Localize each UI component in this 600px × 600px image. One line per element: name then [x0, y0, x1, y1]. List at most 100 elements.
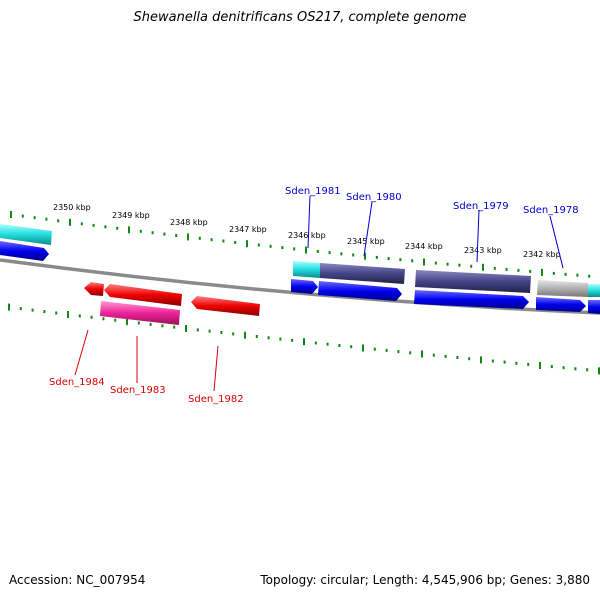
- minor-tick: [491, 359, 494, 363]
- gene-label-sden-1978[interactable]: Sden_1978: [523, 205, 579, 216]
- gene-arrow[interactable]: [414, 290, 529, 309]
- gene-feature-sden-1980[interactable]: [320, 263, 405, 284]
- minor-tick: [149, 322, 152, 326]
- minor-tick: [255, 335, 258, 338]
- minor-tick: [352, 253, 355, 257]
- gene-label-sden-1983[interactable]: Sden_1983: [110, 385, 166, 396]
- minor-tick: [340, 252, 343, 256]
- minor-tick: [515, 361, 518, 365]
- minor-tick: [102, 317, 105, 321]
- minor-tick: [163, 232, 166, 236]
- label-leaders: [74, 195, 564, 392]
- major-tick: [423, 258, 425, 266]
- minor-tick: [31, 308, 34, 312]
- gene-feature[interactable]: [588, 284, 600, 297]
- forward-track-upper: [0, 224, 600, 297]
- gene-feature-sden-1979[interactable]: [415, 270, 531, 293]
- minor-tick: [564, 272, 567, 276]
- major-tick: [246, 240, 248, 248]
- scale-label: 2347 kbp: [229, 225, 267, 234]
- gene-arrow[interactable]: [0, 241, 49, 261]
- minor-tick: [399, 258, 402, 262]
- minor-tick: [350, 345, 353, 349]
- minor-tick: [588, 274, 591, 278]
- minor-tick: [385, 348, 388, 352]
- minor-tick: [468, 357, 471, 361]
- minor-tick: [314, 341, 317, 345]
- minor-tick: [21, 214, 24, 218]
- gene-labels: Sden_1981 Sden_1980 Sden_1979 Sden_1978 …: [49, 186, 579, 405]
- gene-label-sden-1980[interactable]: Sden_1980: [346, 192, 402, 203]
- gene-feature-sden-1981[interactable]: [293, 261, 320, 278]
- major-tick: [482, 263, 484, 271]
- gene-arrow[interactable]: [588, 300, 600, 314]
- scale-label: 2350 kbp: [53, 203, 91, 212]
- scale-label: 2348 kbp: [170, 218, 208, 227]
- major-tick: [185, 325, 187, 332]
- minor-tick: [373, 347, 376, 351]
- major-tick: [480, 356, 482, 364]
- minor-tick: [527, 362, 530, 366]
- scale-label: 2344 kbp: [405, 242, 443, 251]
- minor-tick: [114, 318, 117, 322]
- minor-tick: [291, 338, 294, 342]
- minor-tick: [196, 328, 199, 332]
- major-tick: [10, 211, 12, 218]
- scale-label: 2346 kbp: [288, 231, 326, 240]
- scale-label: 2349 kbp: [112, 211, 150, 220]
- scale-label: 2342 kbp: [523, 250, 561, 259]
- minor-tick: [90, 315, 93, 319]
- minor-tick: [529, 269, 532, 273]
- minor-tick: [210, 238, 213, 242]
- reverse-track: [84, 282, 260, 325]
- major-tick: [305, 246, 307, 254]
- minor-tick: [173, 325, 176, 329]
- gene-feature-sden-1983[interactable]: [100, 301, 180, 325]
- minor-tick: [161, 324, 164, 328]
- gene-feature-sden-1978[interactable]: [537, 280, 588, 297]
- minor-tick: [409, 351, 412, 355]
- major-tick: [67, 311, 69, 318]
- minor-tick: [279, 337, 282, 341]
- minor-tick: [19, 307, 22, 311]
- gene-feature[interactable]: [0, 224, 52, 245]
- major-tick: [8, 303, 10, 311]
- major-tick: [244, 331, 246, 339]
- minor-tick: [139, 229, 142, 233]
- gene-label-sden-1981[interactable]: Sden_1981: [285, 186, 341, 197]
- minor-tick: [493, 266, 496, 270]
- minor-tick: [503, 360, 506, 364]
- minor-tick: [137, 321, 140, 325]
- genome-summary-text: Topology: circular; Length: 4,545,906 bp…: [260, 573, 590, 587]
- minor-tick: [562, 366, 565, 370]
- gene-arrow-reverse[interactable]: [191, 296, 260, 316]
- gene-arrow[interactable]: [318, 281, 402, 301]
- minor-tick: [234, 240, 237, 244]
- gene-arrow[interactable]: [291, 279, 318, 294]
- minor-tick: [33, 216, 36, 220]
- minor-tick: [326, 342, 329, 346]
- gene-arrow-reverse[interactable]: [104, 284, 182, 306]
- minor-tick: [387, 257, 390, 261]
- forward-track-lower: [0, 241, 600, 314]
- minor-tick: [574, 367, 577, 371]
- minor-tick: [328, 251, 331, 255]
- gene-label-sden-1984[interactable]: Sden_1984: [49, 377, 105, 388]
- minor-tick: [281, 246, 284, 250]
- gene-arrow[interactable]: [536, 297, 586, 312]
- gene-label-sden-1979[interactable]: Sden_1979: [453, 201, 509, 212]
- minor-tick: [267, 336, 270, 340]
- scale-label: 2343 kbp: [464, 246, 502, 255]
- minor-tick: [43, 310, 46, 314]
- minor-tick: [175, 234, 178, 237]
- gene-arrow-reverse[interactable]: [84, 282, 104, 296]
- tick-row-lower: [8, 303, 600, 375]
- minor-tick: [397, 350, 400, 354]
- minor-tick: [458, 263, 461, 267]
- gene-label-sden-1982[interactable]: Sden_1982: [188, 394, 244, 405]
- minor-tick: [550, 365, 553, 369]
- minor-tick: [55, 311, 58, 315]
- major-tick: [541, 268, 543, 276]
- minor-tick: [586, 368, 589, 372]
